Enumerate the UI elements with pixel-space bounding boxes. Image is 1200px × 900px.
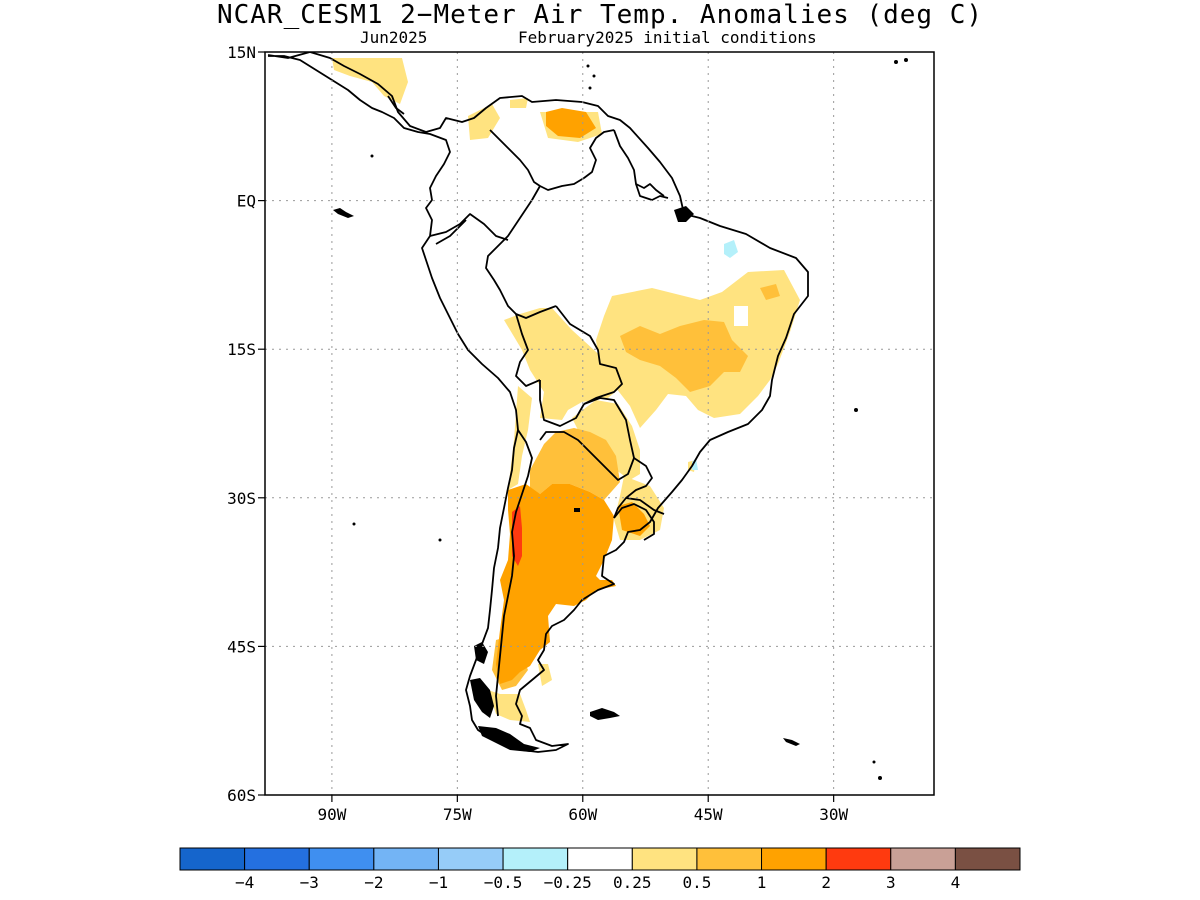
colorbar-label: 4 xyxy=(951,873,961,892)
longitude-axis: 90W 75W 60W 45W 30W xyxy=(317,795,848,824)
lat-tick-label: EQ xyxy=(237,192,256,211)
colorbar-swatch xyxy=(179,847,246,871)
latitude-axis: 15N EQ 15S 30S 45S 60S xyxy=(227,43,265,805)
islands xyxy=(333,58,908,780)
colorbar-swatch xyxy=(696,847,763,871)
chart-title: NCAR_CESM1 2−Meter Air Temp. Anomalies (… xyxy=(216,0,984,30)
lat-tick-label: 45S xyxy=(227,637,256,656)
colorbar: −4 −3 −2 −1 −0.5 −0.25 0.25 0.5 1 2 3 4 xyxy=(179,847,1021,892)
colorbar-label: 2 xyxy=(821,873,831,892)
gridlines xyxy=(265,52,934,795)
valid-month-label: Jun2025 xyxy=(360,28,428,47)
colorbar-swatch xyxy=(954,847,1021,871)
colorbar-label: −0.5 xyxy=(484,873,523,892)
colorbar-swatch xyxy=(308,847,375,871)
lon-tick-label: 30W xyxy=(819,805,848,824)
colorbar-label: 1 xyxy=(757,873,767,892)
coastlines xyxy=(267,52,809,753)
anomaly-shading xyxy=(332,58,800,722)
lon-tick-label: 90W xyxy=(317,805,346,824)
lat-tick-label: 15S xyxy=(227,340,256,359)
colorbar-swatch xyxy=(761,847,827,871)
lat-tick-label: 15N xyxy=(227,43,256,62)
colorbar-label: 3 xyxy=(886,873,896,892)
lon-tick-label: 45W xyxy=(694,805,723,824)
colorbar-label: 0.25 xyxy=(613,873,652,892)
colorbar-swatch xyxy=(373,847,439,871)
lon-tick-label: 60W xyxy=(568,805,597,824)
colorbar-swatch xyxy=(631,847,698,871)
colorbar-label: −2 xyxy=(364,873,383,892)
colorbar-swatch xyxy=(244,847,310,871)
lon-tick-label: 75W xyxy=(443,805,472,824)
colorbar-swatch xyxy=(437,847,504,871)
anomaly-level-0-25-0-5 xyxy=(332,58,800,722)
lat-tick-label: 60S xyxy=(227,786,256,805)
colorbar-label: −4 xyxy=(235,873,254,892)
colorbar-swatch xyxy=(890,847,956,871)
colorbar-swatch xyxy=(825,847,892,871)
lat-tick-label: 30S xyxy=(227,489,256,508)
initial-conditions-label: February2025 initial conditions xyxy=(518,28,817,47)
colorbar-swatch xyxy=(567,847,633,871)
colorbar-label: −3 xyxy=(300,873,319,892)
colorbar-label: 0.5 xyxy=(682,873,711,892)
colorbar-label: −0.25 xyxy=(544,873,592,892)
map-frame xyxy=(264,51,935,796)
anomaly-level-neg-0-5-neg-0-25 xyxy=(692,240,738,470)
colorbar-swatch xyxy=(502,847,569,871)
colorbar-label: −1 xyxy=(429,873,448,892)
